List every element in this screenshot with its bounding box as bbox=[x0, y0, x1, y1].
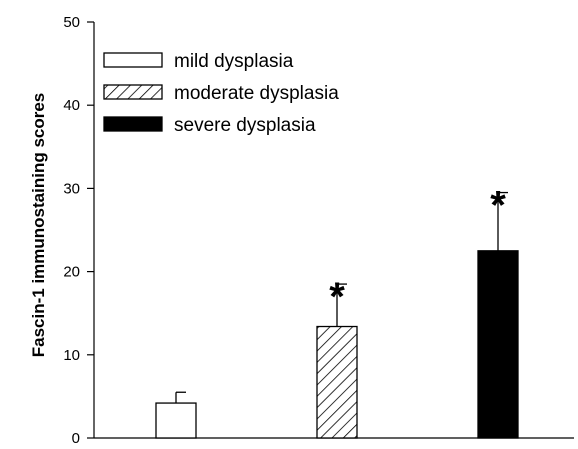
legend: mild dysplasia moderate dysplasia severe d… bbox=[103, 51, 339, 136]
legend-swatch-black bbox=[103, 116, 163, 132]
legend-label: mild dysplasia bbox=[174, 51, 294, 72]
legend-swatch-white bbox=[103, 52, 163, 68]
bar-black bbox=[477, 250, 519, 439]
y-tick-label: 30 bbox=[63, 180, 80, 197]
significance-marker: * bbox=[329, 275, 345, 319]
legend-label: severe dysplasia bbox=[174, 115, 316, 136]
y-tick-label: 20 bbox=[63, 264, 80, 281]
bars: ** bbox=[155, 184, 519, 439]
y-tick-label: 0 bbox=[72, 430, 80, 447]
y-axis-label: Fascin-1 immunostaining scores bbox=[29, 93, 48, 358]
y-tick-label: 10 bbox=[63, 347, 80, 364]
legend-swatch-hatched bbox=[103, 84, 163, 100]
significance-marker: * bbox=[490, 184, 506, 228]
y-tick-label: 40 bbox=[63, 97, 80, 114]
legend-label: moderate dysplasia bbox=[174, 83, 339, 104]
bar-white bbox=[155, 402, 197, 439]
y-tick-label: 50 bbox=[63, 14, 80, 31]
bar-hatched bbox=[316, 325, 358, 439]
